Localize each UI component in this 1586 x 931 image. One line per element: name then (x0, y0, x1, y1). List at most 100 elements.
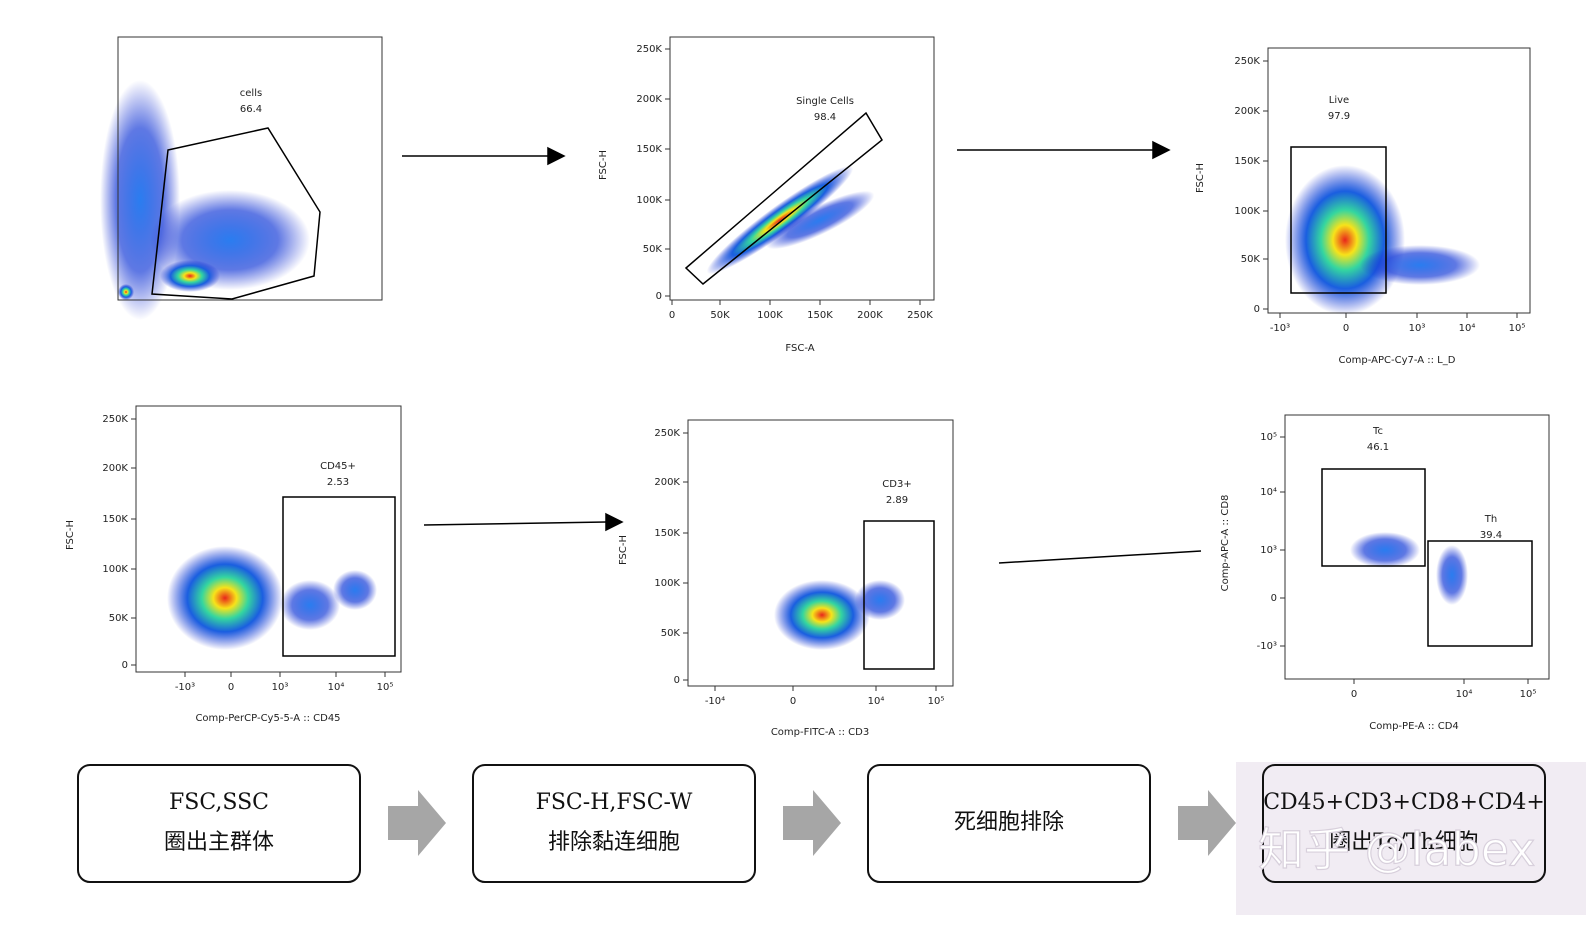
watermark-bg (1236, 762, 1586, 915)
gate-value: 2.89 (886, 495, 908, 506)
gate (1290, 146, 1387, 294)
x-tick-label: 50K (710, 310, 730, 321)
x-tick-label: 0 (1351, 689, 1357, 700)
gate-value: 98.4 (814, 112, 836, 123)
x-axis-label: Comp-PE-A :: CD4 (1369, 721, 1459, 732)
y-tick-label: 250K (636, 44, 662, 55)
y-axis-label: Comp-APC-A :: CD8 (1220, 495, 1231, 592)
y-tick-label: 250K (1234, 56, 1260, 67)
y-tick-label: 150K (102, 514, 128, 525)
y-tick-label: 250K (654, 428, 680, 439)
gate-value: 66.4 (240, 104, 262, 115)
density (118, 284, 134, 300)
y-tick-label: 50K (109, 613, 129, 624)
density (765, 190, 875, 250)
x-axis-label: FSC-A (785, 343, 814, 354)
x-tick-label: 10⁵ (1520, 689, 1537, 700)
density (160, 260, 220, 292)
y-tick-label: 150K (654, 528, 680, 539)
step-box (472, 764, 756, 883)
y-tick-label: 0 (1254, 304, 1260, 315)
gate (151, 127, 321, 300)
step-box (1262, 764, 1546, 883)
step-text: 排除黏连细胞 (548, 830, 680, 855)
plot-frame (1284, 414, 1550, 680)
y-tick-label: 200K (102, 463, 128, 474)
y-axis-label: FSC-H (598, 150, 609, 180)
x-tick-label: 250K (907, 310, 933, 321)
step-box (77, 764, 361, 883)
density (1436, 545, 1468, 605)
x-tick-label: 10⁵ (377, 682, 394, 693)
density (855, 580, 905, 620)
arrow (423, 521, 607, 526)
y-tick-label: 50K (643, 244, 663, 255)
y-tick-label: 150K (636, 144, 662, 155)
gate-name: Single Cells (796, 96, 854, 107)
y-tick-label: 200K (654, 477, 680, 488)
y-tick-label: 200K (1234, 106, 1260, 117)
y-axis-label: FSC-H (65, 520, 76, 550)
x-tick-label: 10⁴ (868, 696, 885, 707)
flowchart: FSC,SSC 圈出主群体 FSC-H,FSC-W 排除黏连细胞 死细胞排除 CD45+C… (77, 764, 1546, 883)
gate-name: CD3+ (882, 479, 911, 490)
x-tick-label: 0 (790, 696, 796, 707)
step-text: CD45+CD3+CD8+CD4+ (1263, 790, 1545, 815)
step-text: 死细胞排除 (954, 810, 1064, 835)
arrows (402, 140, 1202, 564)
y-tick-label: 10⁵ (1260, 432, 1277, 443)
y-tick-label: 0 (1271, 593, 1277, 604)
y-axis-label: FSC-H (618, 535, 629, 565)
x-tick-label: 10⁵ (928, 696, 945, 707)
x-tick-label: 0 (1343, 323, 1349, 334)
x-tick-label: 200K (857, 310, 883, 321)
x-tick-label: 0 (669, 310, 675, 321)
step-text: 圈出主群体 (164, 830, 274, 855)
gate-value: 2.53 (327, 477, 349, 488)
plot: -10⁴ 0 10⁴ 10⁵ 0 50K 100K 150K 200K 250K Comp-FITC… (618, 419, 954, 738)
arrow-head (1152, 140, 1171, 160)
plot: cells 66.4 (100, 36, 383, 320)
watermark: 知乎 @labex (1258, 823, 1536, 877)
y-axis-label: FSC-H (1195, 163, 1206, 193)
x-axis-label: Comp-APC-Cy7-A :: L_D (1339, 355, 1456, 366)
y-tick-label: 0 (122, 660, 128, 671)
x-tick-label: 10³ (1409, 323, 1426, 334)
gate (684, 111, 883, 285)
density (333, 570, 377, 610)
x-tick-label: -10³ (175, 682, 195, 693)
density (280, 580, 340, 630)
gate-name: CD45+ (320, 461, 356, 472)
y-tick-label: 100K (636, 195, 662, 206)
plot-frame (117, 36, 383, 301)
step-arrow (388, 790, 446, 856)
y-tick-label: -10³ (1257, 641, 1277, 652)
plot: -10³ 0 10³ 10⁴ 10⁵ 0 50K 100K 150K 200K 250K Comp-A… (1195, 47, 1531, 366)
x-axis-label: Comp-FITC-A :: CD3 (771, 727, 869, 738)
step-text: 圈出Tc/Th细胞 (1329, 830, 1479, 855)
y-tick-label: 50K (1241, 254, 1261, 265)
plot: -10³ 0 10³ 10⁴ 10⁵ 0 50K 100K 150K 200K 250K Comp-P… (65, 405, 402, 724)
x-tick-label: -10³ (1270, 323, 1290, 334)
gate-name: cells (240, 88, 262, 99)
line (998, 550, 1202, 564)
step-box (867, 764, 1151, 883)
density (1360, 245, 1480, 285)
y-tick-label: 10³ (1260, 545, 1277, 556)
y-tick-label: 200K (636, 94, 662, 105)
plot-frame (1267, 47, 1531, 314)
gate (863, 520, 935, 670)
arrow-head (547, 146, 566, 166)
x-tick-label: 10⁴ (328, 682, 345, 693)
y-tick-label: 100K (102, 564, 128, 575)
step-text: FSC-H,FSC-W (536, 790, 693, 815)
plot-frame (135, 405, 402, 673)
density (774, 580, 870, 650)
y-tick-label: 250K (102, 414, 128, 425)
x-tick-label: 150K (807, 310, 833, 321)
x-tick-label: 10⁴ (1459, 323, 1476, 334)
density (167, 546, 283, 650)
plot: 0 50K 100K 150K 200K 250K 0 50K 100K 150K 200K 250K… (598, 36, 935, 354)
gate-name: Th (1484, 514, 1497, 525)
